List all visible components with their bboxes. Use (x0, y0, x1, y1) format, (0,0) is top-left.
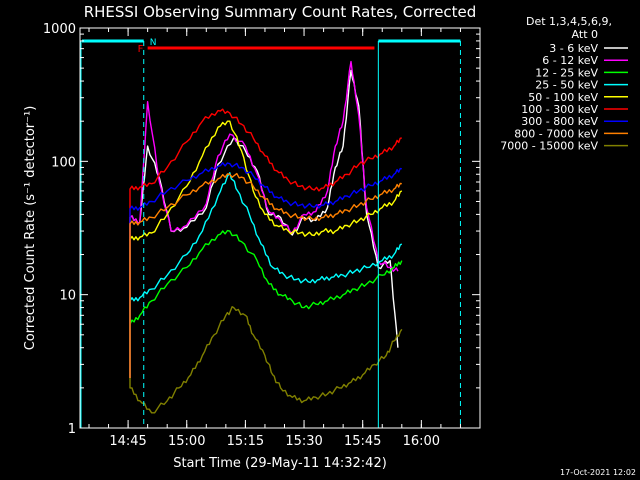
x-tick-label: 15:00 (168, 434, 205, 449)
legend-label-7000-15000-kev: 7000 - 15000 keV (500, 140, 598, 153)
series-line-12-25-kev (129, 229, 403, 378)
x-tick-label: 15:30 (285, 434, 322, 449)
plot-frame (79, 27, 481, 429)
night-flag-label: N (150, 38, 157, 48)
legend-label-25-50-kev: 25 - 50 keV (535, 79, 598, 92)
x-axis: 14:45 15:00 15:15 15:30 15:45 16:00 (88, 28, 481, 449)
x-tick-label: 15:15 (227, 434, 264, 449)
series-line-7000-15000-kev (129, 306, 403, 414)
legend-label-3-6-kev: 3 - 6 keV (549, 42, 598, 55)
legend-label-50-100-kev: 50 - 100 keV (528, 91, 598, 104)
y-tick-label: 100 (51, 155, 76, 170)
footer-date: 17-Oct-2021 12:02 (560, 468, 636, 477)
x-tick-label: 14:45 (109, 434, 146, 449)
series-line-6-12-kev (129, 60, 399, 378)
legend-label-12-25-kev: 12 - 25 keV (535, 66, 598, 79)
y-tick-label: 10 (59, 289, 76, 304)
legend-header-line-1: Det 1,3,4,5,6,9, (526, 15, 612, 28)
legend-label-100-300-kev: 100 - 300 keV (521, 103, 598, 116)
legend-label-300-800-kev: 300 - 800 keV (521, 115, 598, 128)
x-axis-label: Start Time (29-May-11 14:32:42) (173, 456, 387, 471)
y-tick-label: 1000 (43, 22, 76, 37)
x-tick-label: 15:45 (344, 434, 381, 449)
series-line-25-50-kev (129, 172, 403, 378)
y-axis-label: Corrected Count Rate (s⁻¹ detector⁻¹) (23, 106, 38, 351)
flag-bars: NF (80, 38, 461, 428)
chart-title: RHESSI Observing Summary Count Rates, Co… (84, 3, 477, 21)
series-line-100-300-kev (129, 108, 402, 378)
series-line-800-7000-kev (129, 172, 402, 378)
flare-flag-label: F (138, 44, 144, 55)
plot-series (129, 60, 403, 414)
legend-header-line-2: Att 0 (572, 28, 598, 41)
y-axis: 1 10 100 1000 (43, 22, 480, 437)
series-line-300-800-kev (129, 162, 402, 378)
legend-label-6-12-kev: 6 - 12 keV (542, 54, 598, 67)
y-tick-label: 1 (68, 422, 76, 437)
x-tick-label: 16:00 (403, 434, 440, 449)
legend-label-800-7000-kev: 800 - 7000 keV (514, 127, 598, 140)
